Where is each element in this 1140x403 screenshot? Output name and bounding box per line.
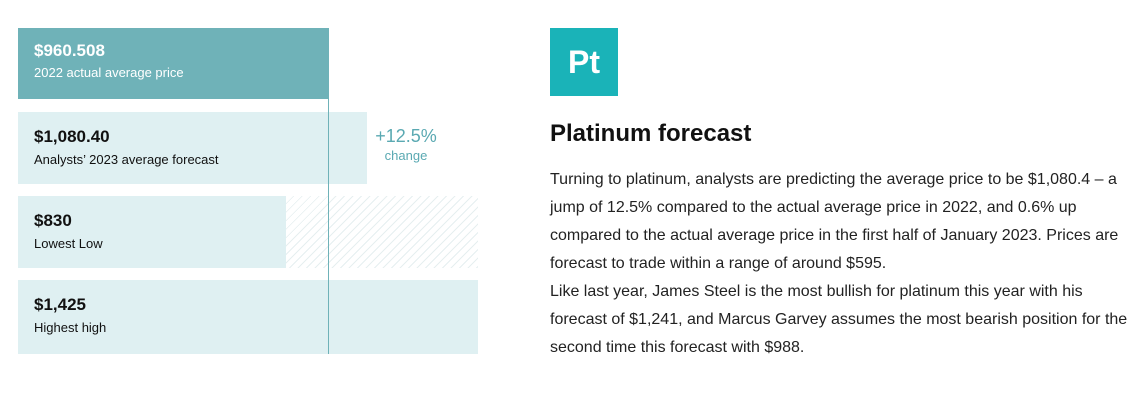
price-bar-chart: $960.508 2022 actual average price $1,080.…: [18, 28, 518, 358]
bar-value-label: $1,080.40: [34, 127, 110, 146]
forecast-info-panel: Pt Platinum forecast Turning to platinum…: [550, 28, 1130, 362]
bar-2: $1,080.40 Analysts’ 2023 average forecast: [18, 112, 367, 184]
change-indicator: +12.5% change: [361, 126, 451, 163]
platinum-logo-icon: Pt: [550, 28, 618, 96]
change-value: +12.5%: [375, 126, 437, 146]
hatched-range-background: [286, 196, 478, 268]
bar-4: $1,425 Highest high: [18, 280, 478, 354]
section-title: Platinum forecast: [550, 120, 752, 147]
bar-value-label: $830: [34, 211, 72, 230]
bar-category-label: Analysts’ 2023 average forecast: [34, 152, 219, 167]
change-label: change: [384, 148, 428, 163]
bar-value-label: $960.508: [34, 41, 105, 60]
bar-category-label: Highest high: [34, 320, 107, 335]
bar-category-label: Lowest Low: [34, 236, 103, 251]
reference-line: [328, 28, 329, 354]
bar-3: $830 Lowest Low: [18, 196, 286, 268]
paragraph-1: Turning to platinum, analysts are predic…: [550, 171, 1119, 272]
bar-1: $960.508 2022 actual average price: [18, 28, 328, 99]
paragraph-2: Like last year, James Steel is the most …: [550, 283, 1128, 356]
bar-category-label: 2022 actual average price: [34, 65, 184, 80]
bar-value-label: $1,425: [34, 295, 86, 314]
